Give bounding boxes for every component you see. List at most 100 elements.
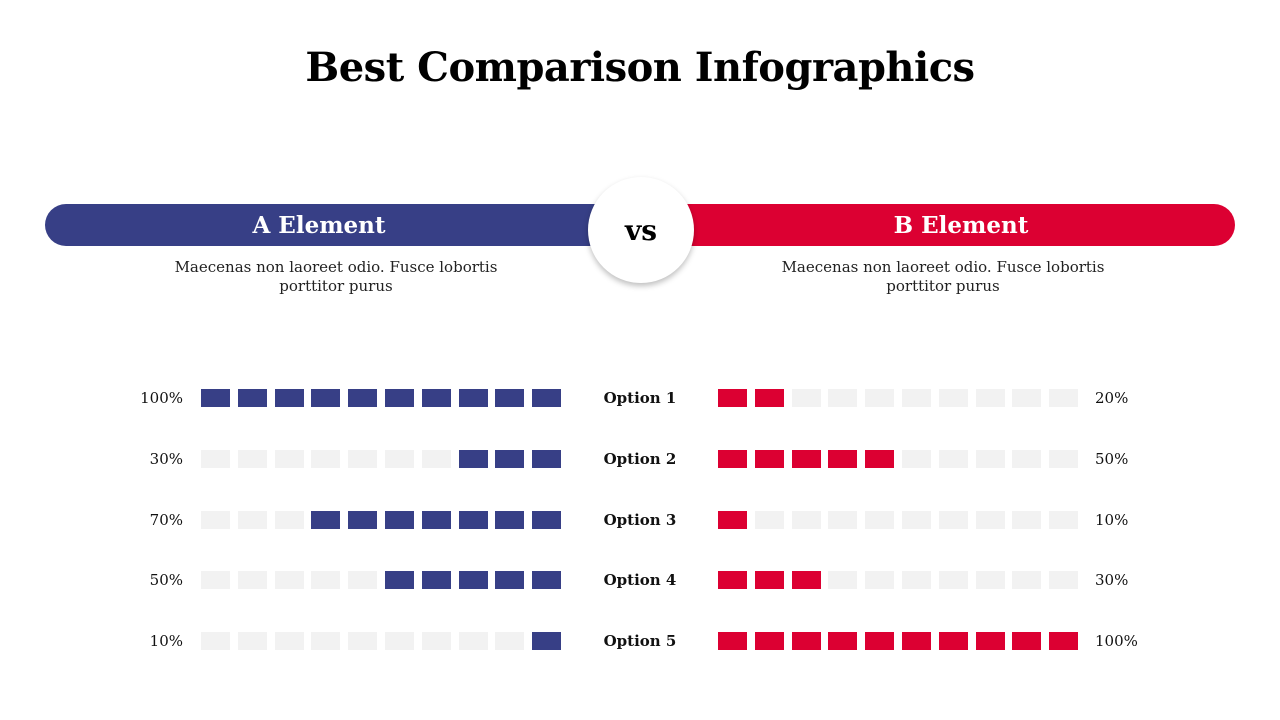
- element-b-header: B Element: [645, 204, 1235, 246]
- comparison-row-5: 10% Option 5 100%: [0, 631, 1280, 651]
- meter-cell-empty: [902, 450, 931, 468]
- meter-cell-empty: [1049, 389, 1079, 407]
- page-title: Best Comparison Infographics: [305, 44, 975, 91]
- element-a-description: Maecenas non laoreet odio. Fusce loborti…: [174, 258, 498, 295]
- element-b-description: Maecenas non laoreet odio. Fusce loborti…: [781, 258, 1105, 295]
- meter-cell-empty: [201, 511, 230, 529]
- meter-cell-empty: [1012, 389, 1042, 407]
- meter-cell-empty: [201, 450, 230, 468]
- meter-cell-filled: [458, 571, 488, 589]
- element-a-label: A Element: [252, 211, 386, 239]
- meter-cell-empty: [1012, 511, 1042, 529]
- meter-cell-empty: [1012, 571, 1042, 589]
- meter-cell-empty: [902, 571, 931, 589]
- vs-badge: vs: [588, 177, 694, 283]
- meter-cell-filled: [791, 571, 821, 589]
- meter-cell-empty: [385, 632, 414, 650]
- meter-cell-empty: [311, 632, 341, 650]
- meter-cell-empty: [274, 511, 304, 529]
- element-b-percent: 20%: [1095, 389, 1129, 407]
- meter-cell-empty: [421, 632, 451, 650]
- meter-cell-empty: [421, 450, 451, 468]
- meter-cell-empty: [938, 571, 968, 589]
- meter-cell-filled: [495, 450, 525, 468]
- meter-cell-empty: [274, 632, 304, 650]
- meter-cell-filled: [495, 511, 525, 529]
- comparison-row-3: 70% Option 3 10%: [0, 510, 1280, 530]
- meter-cell-filled: [718, 450, 747, 468]
- meter-cell-filled: [421, 389, 451, 407]
- option-label: Option 2: [603, 450, 677, 468]
- meter-cell-filled: [1049, 632, 1079, 650]
- meter-cell-empty: [975, 389, 1005, 407]
- meter-cell-filled: [458, 450, 488, 468]
- meter-cell-empty: [938, 511, 968, 529]
- option-label: Option 3: [603, 511, 677, 529]
- meter-cell-empty: [975, 450, 1005, 468]
- meter-cell-empty: [348, 450, 378, 468]
- meter-cell-filled: [311, 389, 341, 407]
- meter-cell-filled: [791, 632, 821, 650]
- meter-cell-filled: [1012, 632, 1042, 650]
- meter-cell-filled: [495, 571, 525, 589]
- vs-label: vs: [624, 213, 658, 247]
- option-label: Option 4: [603, 571, 677, 589]
- meter-cell-empty: [865, 389, 895, 407]
- meter-cell-filled: [311, 511, 341, 529]
- meter-cell-filled: [754, 389, 784, 407]
- meter-cell-empty: [938, 389, 968, 407]
- meter-cell-filled: [532, 389, 562, 407]
- meter-cell-empty: [791, 389, 821, 407]
- element-b-label: B Element: [893, 211, 1029, 239]
- meter-cell-empty: [865, 511, 895, 529]
- meter-cell-filled: [828, 632, 858, 650]
- meter-cell-filled: [718, 632, 747, 650]
- meter-cell-filled: [754, 632, 784, 650]
- element-b-percent: 10%: [1095, 511, 1129, 529]
- meter-cell-filled: [938, 632, 968, 650]
- meter-cell-filled: [421, 571, 451, 589]
- meter-cell-empty: [1049, 511, 1079, 529]
- meter-cell-empty: [348, 571, 378, 589]
- meter-cell-filled: [532, 632, 562, 650]
- meter-cell-filled: [754, 571, 784, 589]
- meter-cell-empty: [385, 450, 414, 468]
- meter-cell-empty: [1049, 571, 1079, 589]
- meter-cell-empty: [311, 450, 341, 468]
- meter-cell-empty: [201, 571, 230, 589]
- element-a-header: A Element: [45, 204, 635, 246]
- meter-cell-filled: [791, 450, 821, 468]
- meter-cell-filled: [718, 389, 747, 407]
- meter-cell-empty: [495, 632, 525, 650]
- meter-cell-filled: [495, 389, 525, 407]
- meter-cell-filled: [348, 511, 378, 529]
- meter-cell-filled: [201, 389, 230, 407]
- element-a-percent: 50%: [149, 571, 183, 589]
- meter-cell-empty: [828, 511, 858, 529]
- element-a-percent: 10%: [149, 632, 183, 650]
- element-b-percent: 100%: [1095, 632, 1138, 650]
- meter-cell-empty: [237, 632, 267, 650]
- meter-cell-empty: [902, 389, 931, 407]
- meter-cell-empty: [237, 450, 267, 468]
- meter-cell-filled: [274, 389, 304, 407]
- meter-cell-empty: [458, 632, 488, 650]
- meter-cell-filled: [975, 632, 1005, 650]
- meter-cell-empty: [237, 511, 267, 529]
- option-label: Option 1: [603, 389, 677, 407]
- meter-cell-empty: [791, 511, 821, 529]
- meter-cell-empty: [828, 389, 858, 407]
- comparison-row-4: 50% Option 4 30%: [0, 570, 1280, 590]
- meter-cell-filled: [532, 511, 562, 529]
- element-a-percent: 30%: [149, 450, 183, 468]
- meter-cell-empty: [975, 571, 1005, 589]
- element-a-percent: 70%: [149, 511, 183, 529]
- meter-cell-empty: [1049, 450, 1079, 468]
- meter-cell-filled: [718, 511, 747, 529]
- element-a-percent: 100%: [140, 389, 183, 407]
- option-label: Option 5: [603, 632, 677, 650]
- element-b-percent: 50%: [1095, 450, 1129, 468]
- meter-cell-filled: [348, 389, 378, 407]
- meter-cell-filled: [458, 511, 488, 529]
- meter-cell-filled: [532, 571, 562, 589]
